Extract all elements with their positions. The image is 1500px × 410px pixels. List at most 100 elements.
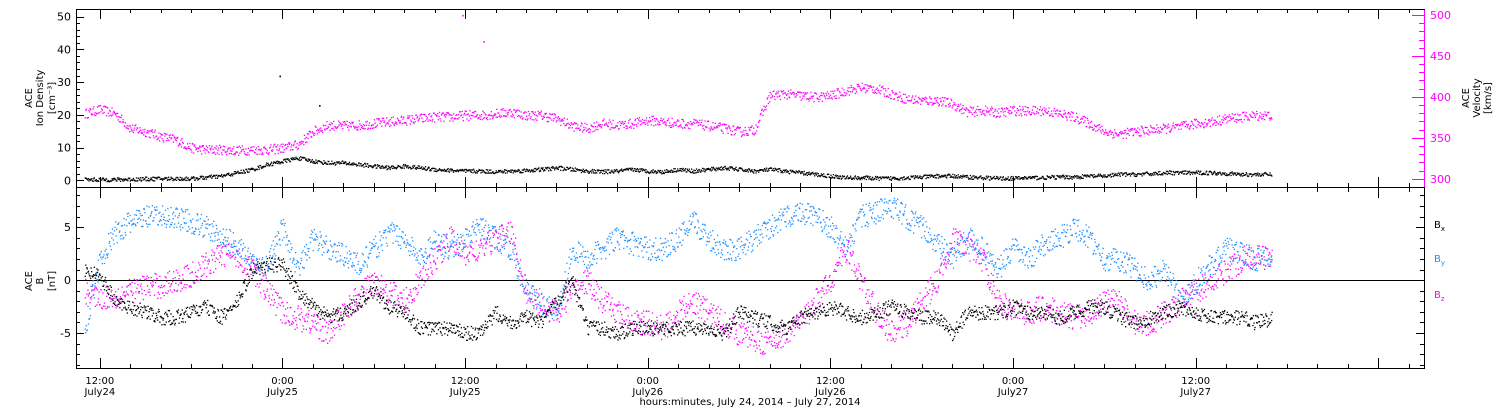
bz-point xyxy=(198,262,200,264)
velocity-point xyxy=(421,121,424,123)
density-point xyxy=(488,172,490,174)
density-point xyxy=(581,169,583,172)
density-point xyxy=(141,179,143,181)
bz-point xyxy=(159,286,161,289)
velocity-point xyxy=(1128,129,1130,131)
density-point xyxy=(524,168,526,171)
velocity-point xyxy=(1239,114,1241,116)
velocity-point xyxy=(1186,124,1188,126)
density-point xyxy=(1202,173,1204,175)
velocity-point xyxy=(596,126,598,128)
bz-point xyxy=(420,270,422,272)
density-point xyxy=(967,176,969,179)
density-point xyxy=(957,177,959,179)
velocity-point xyxy=(816,97,818,99)
velocity-point xyxy=(1044,109,1046,111)
velocity-point xyxy=(727,132,729,134)
bz-point xyxy=(437,246,439,248)
velocity-point xyxy=(805,93,807,95)
bz-point xyxy=(403,309,405,311)
velocity-point xyxy=(849,87,851,89)
density-point xyxy=(1129,175,1132,177)
velocity-point xyxy=(351,122,354,124)
velocity-point xyxy=(363,128,365,130)
velocity-point xyxy=(237,146,239,148)
bz-point xyxy=(197,269,199,272)
density-point xyxy=(101,178,103,180)
velocity-point xyxy=(1229,119,1231,122)
velocity-point xyxy=(627,127,629,129)
density-point xyxy=(772,169,774,171)
velocity-point xyxy=(511,116,513,118)
density-point xyxy=(119,180,122,182)
density-point xyxy=(913,178,916,180)
velocity-point xyxy=(524,118,527,121)
density-point xyxy=(1212,173,1214,176)
velocity-point xyxy=(991,107,993,110)
velocity-point xyxy=(309,131,312,133)
density-point xyxy=(773,169,776,172)
density-point xyxy=(1088,175,1090,177)
velocity-point xyxy=(505,110,507,112)
bz-point xyxy=(155,273,157,275)
density-point xyxy=(781,171,783,173)
velocity-point xyxy=(219,147,222,149)
velocity-point xyxy=(1169,131,1171,133)
bz-point xyxy=(111,289,113,291)
density-point xyxy=(250,167,253,169)
velocity-point xyxy=(569,124,572,127)
velocity-point xyxy=(295,146,298,148)
bz-point xyxy=(440,254,442,256)
density-point xyxy=(803,170,805,173)
density-point xyxy=(194,179,197,181)
bz-point xyxy=(221,252,223,254)
density-point xyxy=(467,169,469,171)
velocity-point xyxy=(1192,128,1194,130)
density-point xyxy=(392,165,394,167)
velocity-point xyxy=(347,125,349,127)
density-point xyxy=(1268,174,1271,176)
velocity-point xyxy=(1195,125,1197,128)
density-point xyxy=(225,174,227,176)
velocity-point xyxy=(937,102,939,104)
bz-point xyxy=(366,275,369,277)
velocity-point xyxy=(215,148,217,150)
bz-point xyxy=(192,281,195,283)
bz-point xyxy=(158,285,160,287)
velocity-point xyxy=(983,109,985,112)
bz-point xyxy=(376,276,378,278)
bz-point xyxy=(201,274,204,277)
density-point xyxy=(123,179,125,182)
velocity-point xyxy=(465,110,467,112)
density-point xyxy=(270,161,273,163)
density-point xyxy=(348,161,351,163)
velocity-point xyxy=(1010,112,1012,115)
bz-point xyxy=(416,288,418,290)
velocity-point xyxy=(137,132,139,134)
velocity-point xyxy=(238,154,240,156)
bz-point xyxy=(259,291,262,294)
velocity-point xyxy=(655,124,657,126)
density-point xyxy=(678,169,681,172)
density-point xyxy=(633,170,635,172)
velocity-point xyxy=(632,124,634,126)
bz-point xyxy=(99,304,101,306)
velocity-point xyxy=(1039,108,1041,111)
bz-point xyxy=(145,278,148,280)
velocity-point xyxy=(783,92,785,94)
density-point xyxy=(1081,174,1084,176)
density-point xyxy=(627,169,629,171)
velocity-point xyxy=(1028,112,1030,114)
density-point xyxy=(891,177,894,179)
density-point xyxy=(124,178,127,180)
bz-point xyxy=(325,321,328,323)
velocity-point xyxy=(1177,123,1179,125)
velocity-point xyxy=(566,118,569,120)
velocity-point xyxy=(132,131,134,133)
velocity-point xyxy=(991,106,993,108)
velocity-point xyxy=(101,109,103,111)
velocity-point xyxy=(994,108,997,111)
velocity-point xyxy=(275,146,278,148)
density-point xyxy=(291,158,293,160)
velocity-point xyxy=(116,116,118,118)
